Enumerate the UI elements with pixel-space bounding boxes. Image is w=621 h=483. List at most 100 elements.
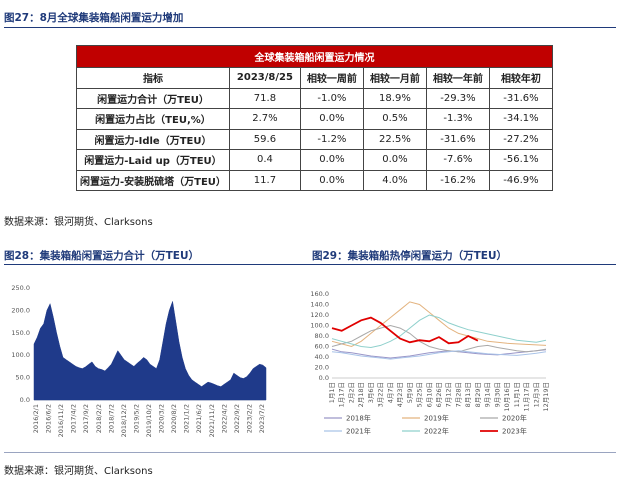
x-tick-label: 2023/7/2: [258, 404, 266, 433]
x-tick-label: 8月13日: [464, 382, 472, 407]
y-tick-label: 80.0: [315, 332, 329, 340]
x-tick-label: 2月18日: [357, 382, 365, 407]
y-tick-label: 20.0: [315, 364, 329, 372]
table-cell: 18.9%: [362, 87, 427, 109]
table-cell: 4.0%: [362, 169, 427, 191]
y-tick-label: 100.0: [310, 322, 329, 330]
series-line-2022年: [331, 314, 547, 349]
y-tick-label: 40.0: [315, 353, 329, 361]
table-cell: 2.7%: [228, 108, 301, 130]
table-cell: -1.3%: [425, 108, 490, 130]
x-tick-label: 2018/7/2: [107, 404, 115, 433]
table-cell: 0.0%: [299, 108, 364, 130]
table-cell: -46.9%: [488, 169, 553, 191]
x-tick-label: 2020/3/2: [158, 404, 166, 433]
table-cell: -56.1%: [488, 149, 553, 171]
x-tick-label: 4月7日: [386, 382, 394, 403]
table-cell: -27.2%: [488, 128, 553, 150]
x-tick-label: 11月17日: [523, 382, 531, 412]
x-tick-label: 1月17日: [338, 382, 346, 407]
table-cell: 0.0%: [299, 149, 364, 171]
area-series: [33, 300, 267, 401]
table-row: 闲置运力占比（TEU,%） 2.7% 0.0% 0.5% -1.3% -34.1…: [76, 108, 553, 130]
x-tick-label: 7月28日: [454, 382, 462, 407]
x-tick-label: 9月30日: [493, 382, 501, 407]
table-row: 闲置运力-Laid up（万TEU） 0.4 0.0% 0.0% -7.6% -…: [76, 149, 553, 171]
table-cell: -7.6%: [425, 149, 490, 171]
y-tick-label: 50.0: [16, 374, 30, 382]
x-tick-label: 1月1日: [328, 382, 336, 403]
x-tick-label: 9月14日: [484, 382, 492, 407]
x-tick-label: 6月26日: [435, 382, 443, 407]
table-cell: 0.0%: [362, 149, 427, 171]
x-tick-label: 2018/2/2: [95, 404, 103, 433]
x-tick-label: 2016/2/1: [32, 404, 40, 433]
table-cell: 71.8: [228, 87, 301, 109]
fig27-title-rule: [4, 27, 616, 28]
y-tick-label: 60.0: [315, 343, 329, 351]
source-note-2: 数据来源：银河期货、Clarksons: [4, 466, 153, 477]
table-cell: -1.2%: [299, 128, 364, 150]
col-header: 相较一年前: [425, 67, 490, 89]
col-header: 2023/8/25: [228, 67, 301, 89]
series-line-2023年: [331, 316, 479, 345]
table-cell: 11.7: [228, 169, 301, 191]
table-row: 闲置运力合计（万TEU） 71.8 -1.0% 18.9% -29.3% -31…: [76, 87, 553, 109]
x-tick-label: 2016/11/2: [57, 404, 65, 437]
table-cell: -31.6%: [488, 87, 553, 109]
legend-label: 2021年: [346, 427, 371, 436]
row-label: 闲置运力占比（TEU,%）: [76, 108, 230, 130]
table-cell: 59.6: [228, 128, 301, 150]
col-header: 相较年初: [488, 67, 553, 89]
x-tick-label: 12月19日: [542, 382, 550, 412]
x-tick-label: 6月10日: [425, 382, 433, 407]
y-tick-label: 150.0: [11, 329, 30, 337]
table-row: 闲置运力-Idle（万TEU） 59.6 -1.2% 22.5% -31.6% …: [76, 128, 553, 150]
table-cell: -1.0%: [299, 87, 364, 109]
x-tick-label: 11月1日: [513, 382, 521, 407]
row-label: 闲置运力合计（万TEU）: [76, 87, 230, 109]
bottom-rule: [4, 452, 616, 453]
col-header: 指标: [76, 67, 230, 89]
x-tick-label: 2017/9/2: [82, 404, 90, 433]
y-tick-label: 140.0: [310, 301, 329, 309]
legend-label: 2018年: [346, 414, 371, 423]
series-line-2019年: [331, 301, 547, 348]
y-tick-label: 160.0: [310, 290, 329, 298]
series-line-2021年: [331, 350, 547, 360]
table-cell: -29.3%: [425, 87, 490, 109]
x-tick-label: 7月12日: [445, 382, 453, 407]
row-label: 闲置运力-Idle（万TEU）: [76, 128, 230, 150]
table-cell: -34.1%: [488, 108, 553, 130]
col-header: 相较一月前: [362, 67, 427, 89]
x-tick-label: 2022/4/2: [220, 404, 228, 433]
table-row: 闲置运力-安装脱硫塔（万TEU） 11.7 0.0% 4.0% -16.2% -…: [76, 169, 553, 191]
idle-capacity-area-chart: 0.0 50.0 100.0 150.0 200.0 250.0 2016/2/1 2016/…: [11, 284, 267, 437]
x-tick-label: 5月9日: [406, 382, 414, 403]
table-cell: -31.6%: [425, 128, 490, 150]
legend-label: 2020年: [502, 414, 527, 423]
table-header-row: 指标 2023/8/25 相较一周前 相较一月前 相较一年前 相较年初: [76, 67, 553, 89]
x-tick-label: 3月6日: [367, 382, 375, 403]
fig28-29-title-rule: [4, 264, 616, 265]
x-tick-label: 2022/9/2: [233, 404, 241, 433]
x-tick-label: 2018/12/2: [120, 404, 128, 437]
x-tick-label: 2020/8/2: [170, 404, 178, 433]
y-tick-label: 250.0: [11, 284, 30, 292]
idle-capacity-table: 全球集装箱船闲置运力情况 指标 2023/8/25 相较一周前 相较一月前 相较…: [76, 45, 553, 191]
x-tick-label: 3月22日: [377, 382, 385, 407]
table-cell: 0.5%: [362, 108, 427, 130]
x-tick-label: 5月25日: [416, 382, 424, 407]
source-note-1: 数据来源：银河期货、Clarksons: [4, 217, 153, 228]
y-tick-label: 120.0: [310, 311, 329, 319]
x-tick-label: 2019/10/2: [145, 404, 153, 437]
x-tick-label: 2017/4/2: [70, 404, 78, 433]
fig27-title: 图27：8月全球集装箱船闲置运力增加: [4, 12, 184, 24]
col-header: 相较一周前: [299, 67, 364, 89]
x-tick-label: 2019/5/2: [132, 404, 140, 433]
table-cell: 22.5%: [362, 128, 427, 150]
hot-idle-capacity-line-chart: 0.0 20.0 40.0 60.0 80.0 100.0 120.0 140.0 160.0 1…: [310, 290, 550, 436]
x-tick-label: 2021/11/2: [208, 404, 216, 437]
legend-label: 2022年: [424, 427, 449, 436]
x-tick-label: 2016/6/2: [45, 404, 53, 433]
